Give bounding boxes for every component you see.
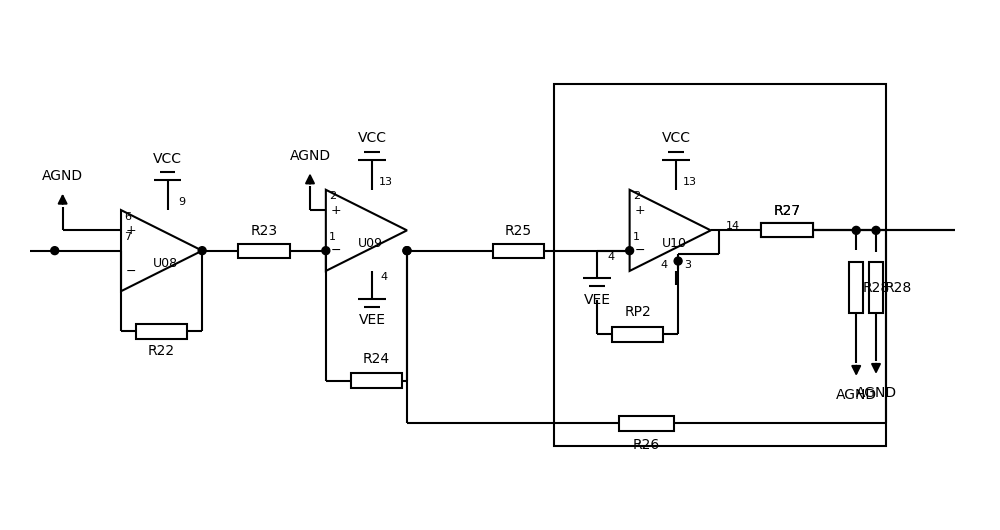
Circle shape	[322, 246, 330, 254]
Text: R28: R28	[884, 281, 911, 295]
Bar	[554, 84, 886, 446]
Text: 6: 6	[124, 211, 131, 222]
Bar	[869, 262, 883, 313]
Text: R23: R23	[250, 224, 278, 238]
Circle shape	[198, 246, 206, 254]
Text: AGND: AGND	[836, 387, 877, 402]
Circle shape	[674, 257, 682, 265]
Circle shape	[626, 246, 634, 254]
Bar	[612, 327, 663, 342]
Text: 4: 4	[381, 272, 388, 282]
Text: U10: U10	[662, 237, 687, 250]
Text: AGND: AGND	[42, 169, 83, 183]
Text: +: +	[634, 204, 645, 217]
Bar	[849, 262, 863, 313]
Text: U08: U08	[153, 257, 178, 270]
Bar	[761, 224, 813, 237]
Text: 2: 2	[329, 191, 336, 201]
Bar	[761, 224, 813, 237]
Text: −: −	[126, 264, 136, 277]
Circle shape	[872, 226, 880, 234]
Bar	[619, 416, 674, 431]
Text: R28: R28	[862, 281, 890, 295]
Text: 4: 4	[661, 260, 668, 270]
Circle shape	[852, 226, 860, 234]
Circle shape	[403, 246, 411, 254]
Circle shape	[403, 246, 411, 254]
Text: VCC: VCC	[358, 131, 387, 145]
Text: R22: R22	[148, 344, 175, 358]
Text: VCC: VCC	[153, 152, 182, 166]
Text: −: −	[634, 244, 645, 257]
Bar	[493, 244, 544, 258]
Text: 3: 3	[685, 260, 692, 270]
Text: AGND: AGND	[855, 386, 897, 400]
Text: +: +	[330, 204, 341, 217]
Bar	[136, 324, 187, 339]
Text: VEE: VEE	[359, 313, 386, 328]
Bar	[351, 373, 402, 388]
Text: 2: 2	[633, 191, 640, 201]
Text: RP2: RP2	[624, 305, 651, 320]
Text: VCC: VCC	[662, 131, 691, 145]
Text: 14: 14	[725, 222, 740, 232]
Text: 9: 9	[178, 197, 185, 207]
Text: 1: 1	[329, 232, 336, 242]
Text: R27: R27	[773, 204, 801, 218]
Text: U09: U09	[358, 237, 383, 250]
Text: 13: 13	[683, 177, 697, 187]
Text: VEE: VEE	[583, 293, 610, 307]
Bar	[238, 244, 290, 258]
Text: R25: R25	[505, 224, 532, 238]
Text: +: +	[126, 224, 136, 237]
Text: R27: R27	[773, 204, 801, 218]
Text: 4: 4	[607, 252, 614, 262]
Text: R26: R26	[633, 438, 660, 452]
Text: R24: R24	[363, 352, 390, 366]
Text: −: −	[330, 244, 341, 257]
Text: 13: 13	[379, 177, 393, 187]
Text: AGND: AGND	[289, 148, 331, 163]
Text: 7: 7	[124, 232, 132, 242]
Text: 1: 1	[633, 232, 640, 242]
Circle shape	[51, 246, 59, 254]
